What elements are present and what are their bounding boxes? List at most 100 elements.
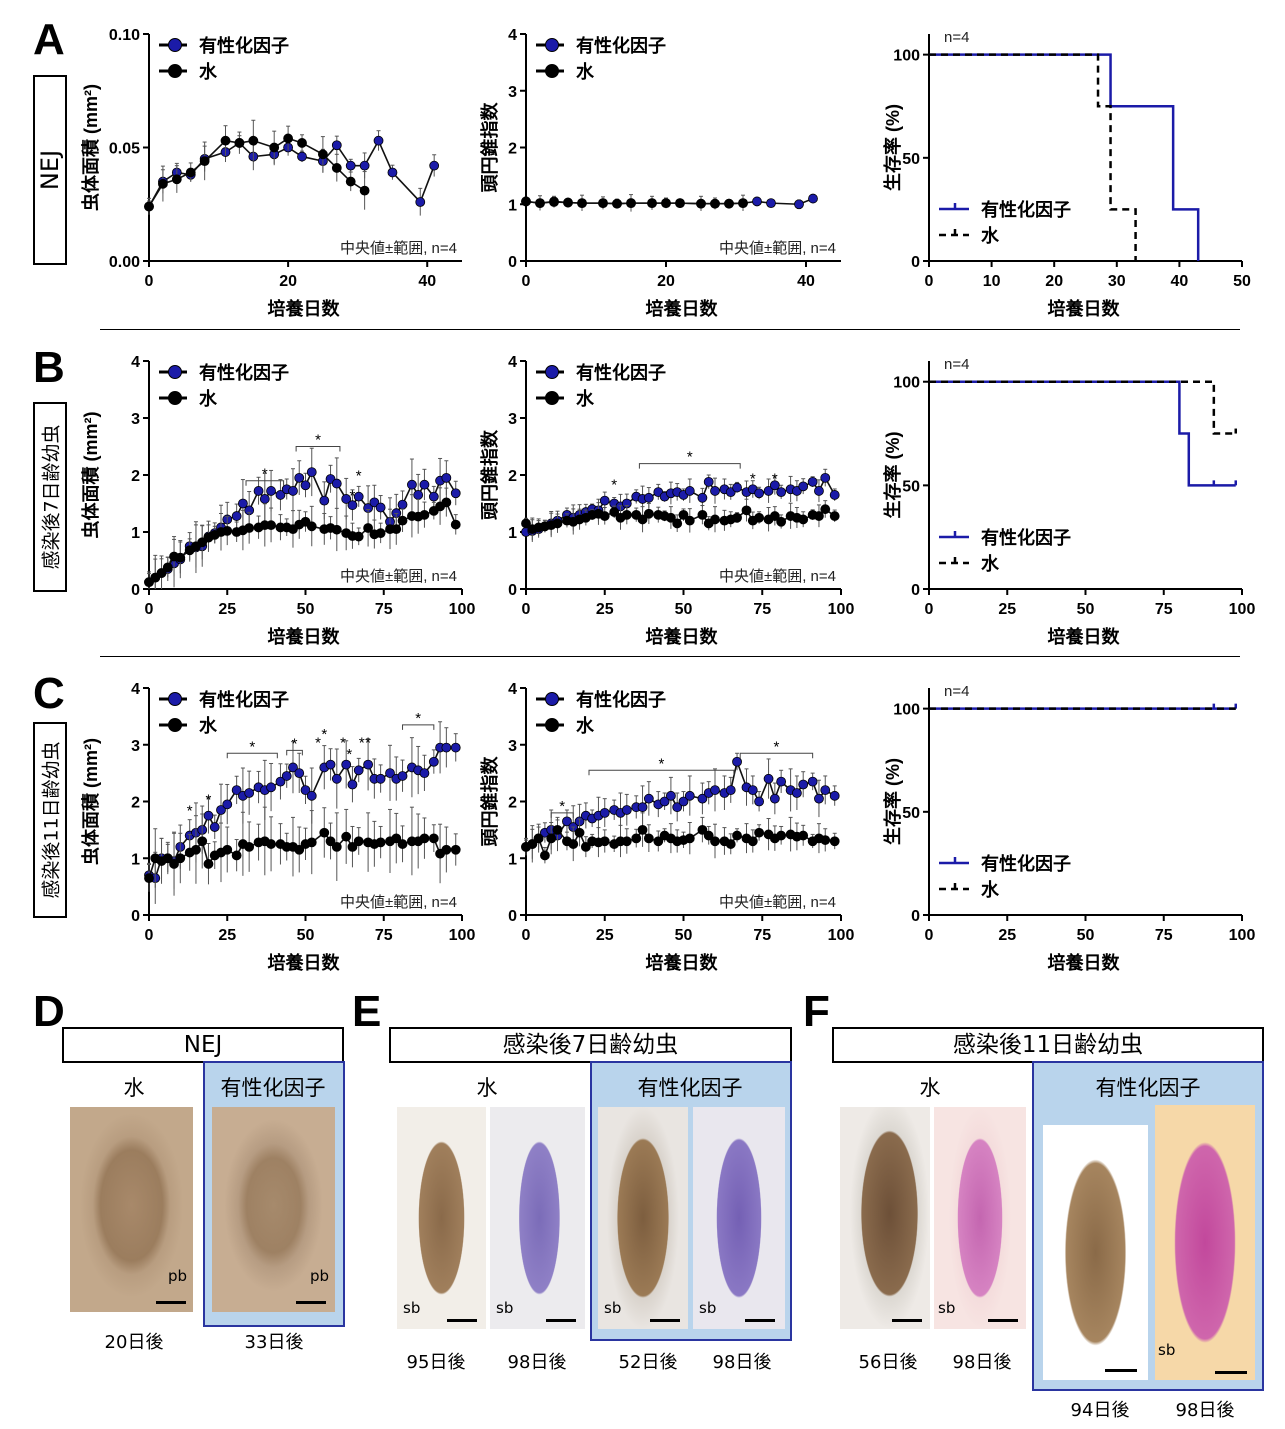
data-point [533,833,544,844]
x-tick-label: 75 [1155,601,1173,618]
data-point [222,525,233,536]
data-point [197,836,208,847]
data-point [306,467,317,478]
significance-star: * [249,738,255,755]
data-point [297,151,307,162]
y-tick-label: 0 [508,908,517,925]
data-point [244,842,255,852]
legend-label: 水 [199,61,218,82]
x-tick-label: 75 [753,601,771,618]
data-point [747,785,758,796]
legend-marker [545,391,559,405]
data-point [385,768,395,779]
data-point [521,196,531,207]
data-point [450,742,461,753]
legend-label: 水 [981,879,1000,900]
data-point [769,793,780,804]
data-point [798,481,809,492]
photo-e-water-98: sb [490,1107,585,1329]
x-tick-label: 0 [522,601,531,618]
scale-bar [447,1319,477,1322]
legend-marker [545,38,559,52]
data-point [317,149,328,160]
data-point [300,785,311,796]
data-point [319,827,330,838]
y-tick-label: 4 [131,354,140,371]
x-tick-label: 100 [828,601,855,618]
data-point [331,163,342,173]
row-label-11day: 感染後11日齢幼虫 [33,722,67,918]
x-axis-label: 培養日数 [646,298,719,319]
row-label-nej: NEJ [33,75,67,265]
x-tick-label: 20 [657,273,675,290]
data-point [710,785,720,796]
panel-letter-b: B [33,343,65,392]
data-point [429,160,440,171]
data-point [732,482,742,493]
data-point [359,160,370,171]
data-point [643,833,654,844]
y-tick-label: 1 [131,525,140,542]
data-point [288,486,298,496]
data-point [373,135,384,146]
photo-tag: sb [699,1299,717,1317]
data-point [248,135,259,146]
x-tick-label: 40 [1171,273,1189,290]
data-point [724,198,734,209]
x-axis-label: 培養日数 [646,626,719,647]
legend-label: 有性化因子 [576,35,666,56]
legend-label: 有性化因子 [199,362,289,383]
legend-label: 水 [199,388,218,409]
y-tick-label: 0.05 [109,141,140,158]
data-point [678,796,689,807]
y-axis-label: 頭円錐指数 [479,429,500,520]
data-point [535,198,545,209]
x-tick-label: 50 [297,601,315,618]
data-point [325,759,336,770]
sample-size-note: n=4 [944,356,969,373]
y-tick-label: 50 [902,151,920,168]
data-point [347,779,358,790]
data-point [643,793,654,804]
y-axis-label: 虫体面積 (mm²) [80,738,101,865]
data-point [169,859,179,869]
data-point [829,836,840,847]
y-tick-label: 1 [508,851,517,868]
data-point [776,516,787,527]
data-point [521,518,531,529]
caption: 33日後 [244,1332,304,1353]
legend-label: 水 [576,61,595,82]
data-point [419,479,430,490]
panel-letter-c: C [33,669,65,718]
data-point [678,510,689,520]
panel-e-treatment-label: 有性化因子 [637,1076,743,1100]
data-point [798,830,809,841]
data-point [306,837,317,848]
photo-tag: sb [403,1299,421,1317]
photo-e-water-95: sb [397,1107,486,1329]
y-tick-label: 3 [508,84,517,101]
data-point [741,505,752,516]
y-tick-label: 3 [131,738,140,755]
x-tick-label: 0 [145,927,154,944]
x-axis-label: 培養日数 [1048,952,1121,973]
y-tick-label: 0 [508,582,517,599]
data-point [697,492,708,503]
data-point [331,478,342,489]
photo-f-water-56 [840,1107,930,1329]
data-point [234,138,245,148]
data-point [294,844,305,855]
legend-label: 有性化因子 [981,199,1071,220]
panel-f-treatment-label: 有性化因子 [1095,1076,1201,1100]
data-point [609,507,620,517]
y-tick-label: 0 [131,582,140,599]
data-point [341,494,352,504]
data-point [244,523,255,533]
data-point [269,142,280,153]
data-point [294,472,305,483]
data-point [397,839,408,849]
data-point [577,198,587,209]
x-axis-label: 培養日数 [1048,626,1121,647]
data-point [209,822,220,832]
